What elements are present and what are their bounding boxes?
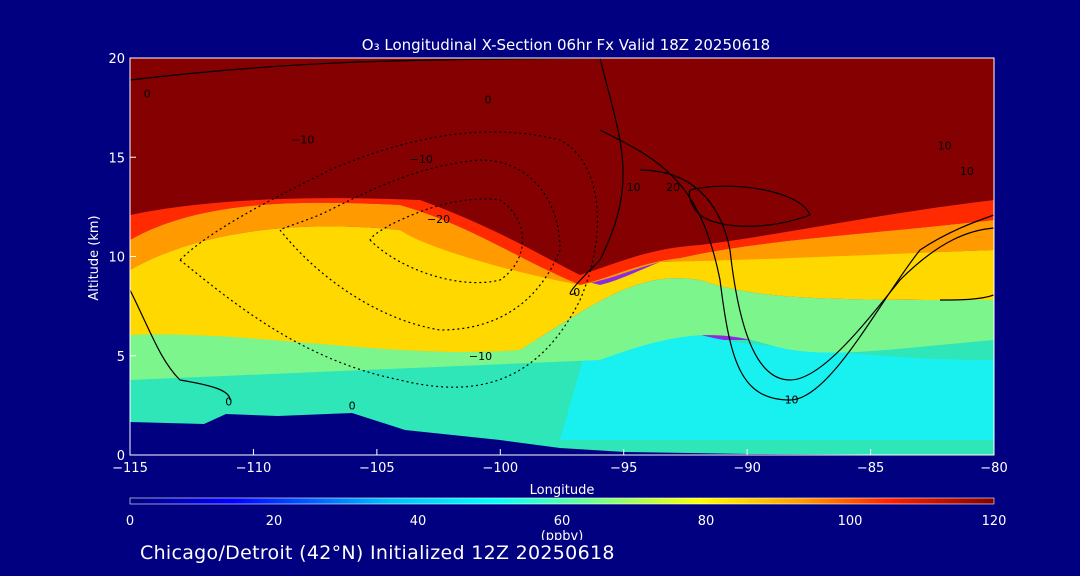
contour-label: 10 bbox=[627, 181, 641, 194]
contour-label: −10 bbox=[469, 350, 492, 363]
contour-positive-core bbox=[688, 185, 811, 227]
x-tick-label: −95 bbox=[610, 461, 637, 476]
band-orange bbox=[130, 202, 994, 285]
colorbar bbox=[129, 497, 995, 505]
colorbar-tick-label: 40 bbox=[410, 514, 427, 529]
x-tick-label: −80 bbox=[980, 461, 1007, 476]
band-red bbox=[130, 198, 994, 285]
colorbar-tick-label: 60 bbox=[554, 514, 571, 529]
x-axis: −115 −110 −105 −100 −95 −90 −85 −80 bbox=[112, 449, 1008, 476]
contour-label: 10 bbox=[960, 165, 974, 178]
contour-label: 0 bbox=[484, 94, 491, 107]
x-axis-label: Longitude bbox=[530, 483, 595, 498]
contour-negative-inner bbox=[279, 159, 561, 331]
colorbar-tick-label: 120 bbox=[982, 514, 1007, 529]
y-tick-label: 20 bbox=[108, 52, 125, 67]
contour-low-left bbox=[130, 289, 231, 401]
ozone-contours bbox=[130, 58, 994, 401]
y-tick-label: 0 bbox=[117, 449, 125, 464]
footer-caption: Chicago/Detroit (42°N) Initialized 12Z 2… bbox=[140, 542, 615, 564]
y-tick-label: 10 bbox=[108, 251, 125, 266]
y-axis-label: Altitude (km) bbox=[87, 215, 102, 300]
contour-label: −10 bbox=[410, 153, 433, 166]
colorbar-tick-label: 100 bbox=[838, 514, 863, 529]
contour-label: −20 bbox=[427, 213, 450, 226]
contour-label: 20 bbox=[666, 181, 680, 194]
x-tick-label: −90 bbox=[733, 461, 760, 476]
contour-label: −10 bbox=[291, 133, 314, 146]
colorbar-ticks: 0 20 40 60 80 100 120 bbox=[126, 514, 1007, 529]
colorbar-tick-label: 80 bbox=[698, 514, 715, 529]
ozone-field bbox=[130, 58, 994, 455]
contour-label: 10 bbox=[938, 139, 952, 152]
band-green bbox=[130, 278, 994, 380]
x-tick-label: −85 bbox=[857, 461, 884, 476]
contour-label: 0 bbox=[225, 395, 232, 408]
y-tick-label: 15 bbox=[108, 151, 125, 166]
colorbar-label: (ppbv) bbox=[541, 529, 584, 540]
contour-label: 10 bbox=[785, 393, 799, 406]
x-tick-label: −110 bbox=[236, 461, 272, 476]
contour-label: 0 bbox=[144, 88, 151, 101]
chart-title: O₃ Longitudinal X-Section 06hr Fx Valid … bbox=[362, 36, 770, 54]
contour-label: 0 bbox=[349, 399, 356, 412]
contour-positive-inner bbox=[639, 169, 994, 381]
contour-zero-top bbox=[130, 58, 624, 295]
contour-labels: 0 0 0 0 0 −10 −10 −20 −10 10 20 10 10 10 bbox=[144, 88, 974, 413]
x-tick-label: −105 bbox=[359, 461, 395, 476]
x-tick-label: −100 bbox=[482, 461, 518, 476]
colorbar-tick-label: 0 bbox=[126, 514, 134, 529]
y-tick-label: 5 bbox=[117, 350, 125, 365]
contour-low-right bbox=[939, 294, 994, 301]
contour-label: 0 bbox=[573, 286, 580, 299]
band-dark-red bbox=[130, 58, 994, 275]
y-axis: 0 5 10 15 20 bbox=[108, 52, 136, 464]
ozone-cross-section-chart: O₃ Longitudinal X-Section 06hr Fx Valid … bbox=[87, 36, 1008, 540]
x-tick-label: −115 bbox=[112, 461, 148, 476]
terrain bbox=[130, 413, 994, 455]
colorbar-tick-label: 20 bbox=[266, 514, 283, 529]
contour-positive-trough bbox=[599, 129, 994, 401]
